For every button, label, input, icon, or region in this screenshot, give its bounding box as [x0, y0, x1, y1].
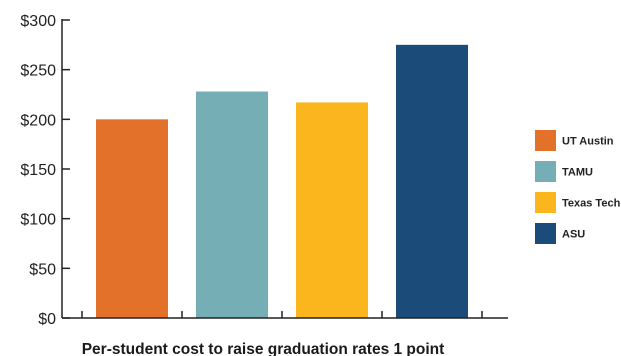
legend-label: TAMU: [562, 167, 593, 179]
legend-swatch: [535, 161, 556, 182]
bars: [96, 44, 468, 319]
y-tick-label: $100: [20, 212, 56, 229]
bar-texas-tech: [296, 102, 368, 319]
bar-asu: [396, 44, 468, 318]
legend-swatch: [535, 130, 556, 151]
y-axis: $0 $50 $100 $150 $200 $250 $300: [20, 13, 70, 328]
x-axis-label: Per-student cost to raise graduation rat…: [82, 341, 445, 356]
y-tick-label: $150: [20, 162, 56, 179]
legend-label: ASU: [562, 229, 585, 241]
bar-tamu: [196, 91, 268, 319]
bar-ut-austin: [96, 119, 168, 318]
y-tick-label: $50: [29, 261, 56, 278]
legend-label: Texas Tech: [562, 198, 621, 210]
x-axis: [62, 311, 508, 319]
legend-swatch: [535, 223, 556, 244]
y-tick-label: $250: [20, 63, 56, 80]
y-tick-label: $0: [38, 311, 56, 328]
legend-label: UT Austin: [562, 136, 614, 148]
y-tick-label: $300: [20, 13, 56, 30]
legend-swatch: [535, 192, 556, 213]
legend: UT Austin TAMU Texas Tech ASU: [535, 130, 621, 244]
y-tick-label: $200: [20, 112, 56, 129]
